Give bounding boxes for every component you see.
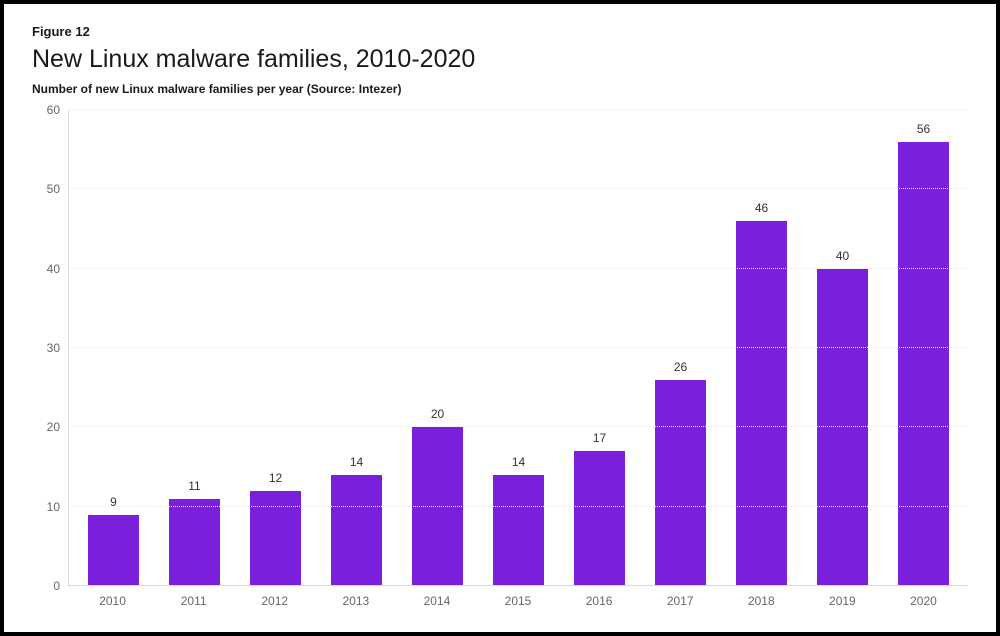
y-tick-label: 60 bbox=[47, 103, 60, 117]
gridline bbox=[69, 268, 968, 269]
plot-row: 0102030405060 911121420141726464056 bbox=[32, 110, 968, 586]
bar-slot: 46 bbox=[721, 110, 802, 586]
x-tick-label: 2011 bbox=[153, 586, 234, 614]
bar bbox=[655, 380, 707, 586]
bar-slot: 14 bbox=[316, 110, 397, 586]
bar-chart: 0102030405060 911121420141726464056 2010… bbox=[32, 110, 968, 614]
x-axis-row: 2010201120122013201420152016201720182019… bbox=[32, 586, 968, 614]
figure-label: Figure 12 bbox=[32, 24, 968, 39]
bar-value-label: 11 bbox=[188, 479, 200, 493]
bar-value-label: 26 bbox=[674, 360, 687, 374]
bar-slot: 12 bbox=[235, 110, 316, 586]
x-tick-label: 2012 bbox=[234, 586, 315, 614]
y-tick-label: 40 bbox=[47, 262, 60, 276]
x-tick-label: 2018 bbox=[721, 586, 802, 614]
x-tick-label: 2010 bbox=[72, 586, 153, 614]
bar-value-label: 56 bbox=[917, 122, 930, 136]
bar-slot: 26 bbox=[640, 110, 721, 586]
bar-slot: 56 bbox=[883, 110, 964, 586]
bar bbox=[736, 221, 788, 586]
bar-slot: 40 bbox=[802, 110, 883, 586]
bar-slot: 9 bbox=[73, 110, 154, 586]
bar-slot: 14 bbox=[478, 110, 559, 586]
gridline bbox=[69, 188, 968, 189]
y-tick-label: 20 bbox=[47, 420, 60, 434]
x-axis-spacer bbox=[32, 586, 68, 614]
gridline bbox=[69, 109, 968, 110]
x-tick-label: 2020 bbox=[883, 586, 964, 614]
y-tick-label: 50 bbox=[47, 182, 60, 196]
y-tick-label: 30 bbox=[47, 341, 60, 355]
bar-value-label: 14 bbox=[350, 455, 363, 469]
x-tick-label: 2019 bbox=[802, 586, 883, 614]
bar bbox=[169, 499, 221, 586]
figure-frame: Figure 12 New Linux malware families, 20… bbox=[0, 0, 1000, 636]
y-tick-label: 0 bbox=[53, 579, 60, 593]
bars-container: 9 11 12 14 20 14 17 26 46 40 56 bbox=[69, 110, 968, 586]
chart-title: New Linux malware families, 2010-2020 bbox=[32, 45, 968, 74]
x-tick-label: 2014 bbox=[396, 586, 477, 614]
bar bbox=[898, 142, 950, 586]
x-tick-label: 2017 bbox=[640, 586, 721, 614]
bar bbox=[574, 451, 626, 586]
x-tick-label: 2015 bbox=[477, 586, 558, 614]
bar-value-label: 40 bbox=[836, 249, 849, 263]
y-tick-label: 10 bbox=[47, 500, 60, 514]
bar-slot: 11 bbox=[154, 110, 235, 586]
bar-value-label: 14 bbox=[512, 455, 525, 469]
bar-slot: 20 bbox=[397, 110, 478, 586]
plot-area: 9 11 12 14 20 14 17 26 46 40 56 bbox=[68, 110, 968, 586]
gridline bbox=[69, 347, 968, 348]
bar-value-label: 46 bbox=[755, 201, 768, 215]
bar-value-label: 12 bbox=[269, 471, 282, 485]
bar-value-label: 17 bbox=[593, 431, 606, 445]
bar-value-label: 20 bbox=[431, 407, 444, 421]
x-tick-label: 2013 bbox=[315, 586, 396, 614]
gridline bbox=[69, 426, 968, 427]
chart-subtitle: Number of new Linux malware families per… bbox=[32, 82, 968, 96]
bar bbox=[493, 475, 545, 586]
bar bbox=[88, 515, 140, 586]
x-axis-labels: 2010201120122013201420152016201720182019… bbox=[68, 586, 968, 614]
gridline bbox=[69, 506, 968, 507]
bar-slot: 17 bbox=[559, 110, 640, 586]
bar bbox=[331, 475, 383, 586]
y-axis: 0102030405060 bbox=[32, 110, 68, 586]
x-tick-label: 2016 bbox=[559, 586, 640, 614]
gridline bbox=[69, 585, 968, 586]
bar bbox=[412, 427, 464, 586]
